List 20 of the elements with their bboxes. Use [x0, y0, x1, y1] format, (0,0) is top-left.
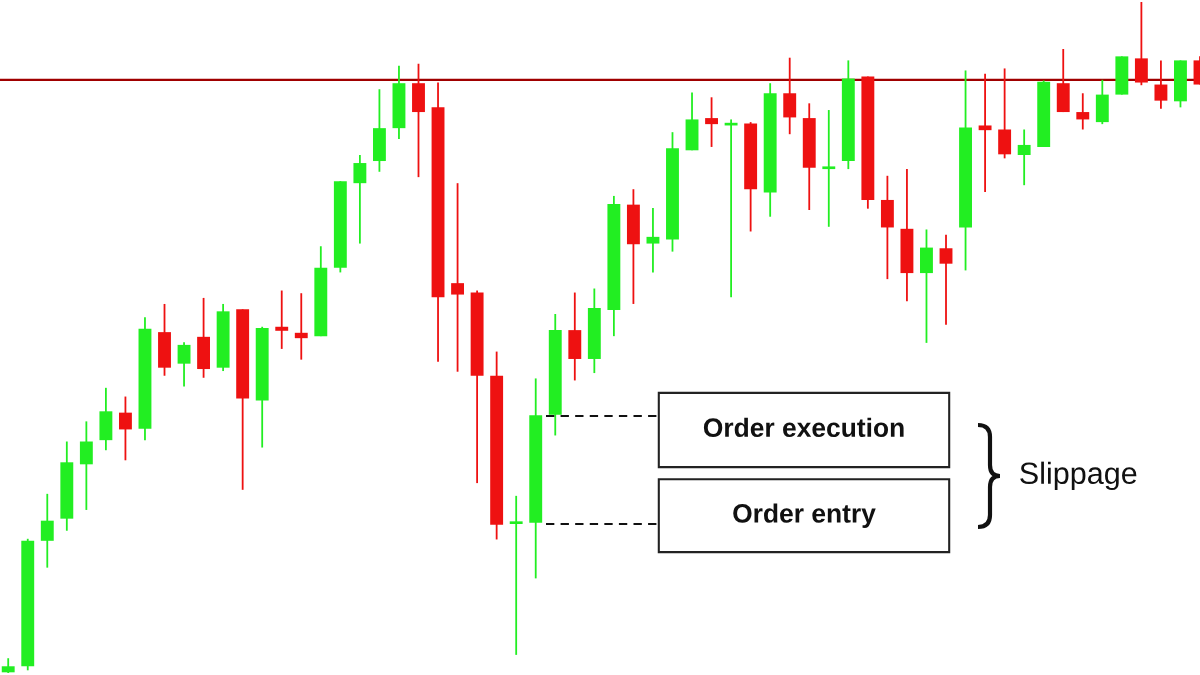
- candlestick: [353, 154, 367, 245]
- candlestick: [939, 233, 953, 326]
- candlestick: [118, 395, 132, 462]
- candlestick: [822, 109, 836, 228]
- candlestick: [705, 96, 719, 148]
- candlestick: [451, 182, 465, 373]
- candlestick: [275, 289, 289, 350]
- candlestick: [1017, 128, 1031, 187]
- candlestick: [509, 494, 523, 656]
- candlestick: [1154, 59, 1168, 110]
- candlestick: [646, 207, 660, 274]
- annotation: Slippage: [1020, 461, 1137, 491]
- candlestick: [40, 492, 54, 569]
- candlestick: [294, 292, 308, 361]
- candlestick: [177, 341, 191, 388]
- candlestick: [1076, 92, 1090, 131]
- candlestick: [978, 72, 992, 193]
- candlestick: [79, 420, 93, 511]
- annotation: Order entry: [733, 503, 876, 528]
- annotation: Order execution: [703, 417, 904, 438]
